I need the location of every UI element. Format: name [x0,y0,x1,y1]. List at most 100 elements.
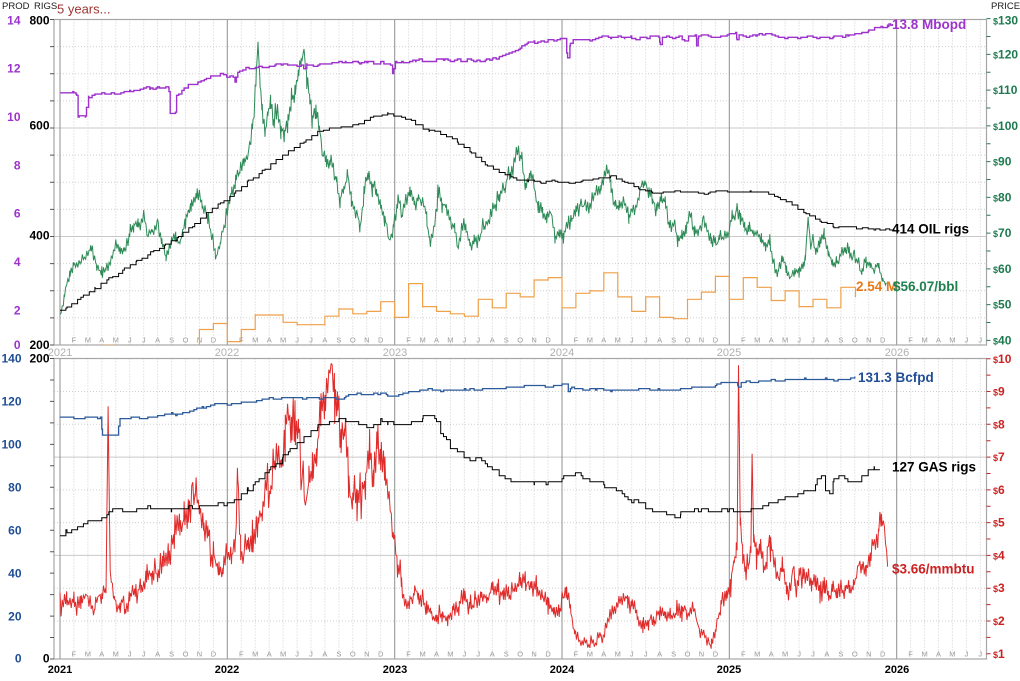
svg-text:M: M [419,650,425,659]
svg-text:S: S [169,336,174,345]
svg-text:J: J [463,650,467,659]
svg-text:F: F [908,336,913,345]
svg-text:F: F [574,336,579,345]
svg-text:2021: 2021 [48,347,72,359]
svg-text:D: D [713,650,719,659]
svg-text:M: M [754,650,760,659]
svg-text:N: N [866,650,871,659]
svg-text:A: A [267,336,272,345]
svg-text:S: S [336,336,341,345]
svg-text:O: O [350,650,356,659]
svg-text:M: M [280,650,286,659]
svg-text:20: 20 [8,609,22,623]
svg-text:12: 12 [7,62,21,76]
svg-text:131.3 Bcfpd: 131.3 Bcfpd [858,370,934,385]
svg-text:O: O [852,650,858,659]
svg-text:A: A [769,336,774,345]
svg-text:M: M [252,650,258,659]
svg-text:$5: $5 [993,516,1005,530]
svg-text:200: 200 [29,338,49,352]
svg-text:2025: 2025 [717,347,741,359]
svg-text:D: D [545,336,551,345]
svg-text:13.8 Mbopd: 13.8 Mbopd [892,17,966,32]
svg-text:A: A [155,650,160,659]
svg-text:RIGS: RIGS [34,1,57,12]
svg-text:D: D [211,650,217,659]
svg-text:O: O [852,336,858,345]
svg-text:J: J [644,336,648,345]
svg-text:J: J [309,336,313,345]
svg-text:M: M [921,336,927,345]
svg-text:$80: $80 [993,190,1012,204]
svg-text:2023: 2023 [383,347,407,359]
svg-text:$60: $60 [993,262,1012,276]
svg-text:F: F [574,650,579,659]
svg-text:J: J [630,650,634,659]
svg-text:0: 0 [15,652,22,666]
svg-text:D: D [378,650,384,659]
svg-text:2022: 2022 [215,347,239,359]
svg-text:4: 4 [14,255,21,269]
svg-text:2022: 2022 [215,664,239,676]
svg-text:O: O [350,336,356,345]
svg-text:S: S [169,650,174,659]
svg-text:M: M [113,336,119,345]
svg-text:J: J [965,336,969,345]
svg-text:40: 40 [8,566,22,580]
svg-text:D: D [713,336,719,345]
svg-text:A: A [99,336,104,345]
svg-text:M: M [949,336,955,345]
svg-text:J: J [309,650,313,659]
svg-text:A: A [824,336,829,345]
svg-text:0: 0 [43,652,50,666]
svg-text:F: F [72,336,77,345]
svg-text:D: D [545,650,551,659]
svg-text:A: A [434,650,439,659]
svg-text:N: N [866,336,871,345]
svg-text:O: O [183,336,189,345]
svg-text:J: J [965,650,969,659]
svg-text:$120: $120 [993,47,1018,61]
svg-text:$3: $3 [993,581,1005,595]
svg-text:O: O [685,650,691,659]
svg-text:0: 0 [14,338,21,352]
svg-text:N: N [364,336,369,345]
svg-text:O: O [183,650,189,659]
svg-text:J: J [978,650,982,659]
svg-text:$4: $4 [993,548,1005,562]
svg-text:$8: $8 [993,417,1005,431]
svg-text:A: A [936,336,941,345]
svg-text:D: D [211,336,217,345]
svg-text:M: M [754,336,760,345]
svg-text:N: N [531,650,536,659]
svg-text:60: 60 [8,524,22,538]
svg-text:J: J [128,650,132,659]
svg-text:F: F [406,650,411,659]
svg-text:$2: $2 [993,614,1005,628]
svg-text:F: F [741,336,746,345]
svg-text:A: A [99,650,104,659]
svg-text:A: A [601,650,606,659]
svg-text:S: S [838,650,843,659]
svg-text:2024: 2024 [550,347,574,359]
svg-text:14: 14 [7,14,21,28]
svg-text:$6: $6 [993,483,1005,497]
svg-text:8: 8 [14,159,21,173]
svg-text:J: J [797,650,801,659]
svg-text:$56.07/bbl: $56.07/bbl [893,279,958,294]
svg-text:$50: $50 [993,298,1012,312]
svg-text:J: J [630,336,634,345]
svg-text:M: M [615,650,621,659]
svg-text:J: J [142,336,146,345]
svg-text:M: M [447,650,453,659]
svg-text:F: F [406,336,411,345]
svg-text:M: M [949,650,955,659]
svg-text:$10: $10 [993,352,1012,366]
svg-text:5 years...: 5 years... [57,2,110,17]
svg-text:D: D [880,336,886,345]
svg-text:$40: $40 [993,333,1012,347]
svg-text:A: A [267,650,272,659]
svg-text:A: A [601,336,606,345]
svg-text:N: N [699,336,704,345]
svg-text:100: 100 [1,438,21,452]
